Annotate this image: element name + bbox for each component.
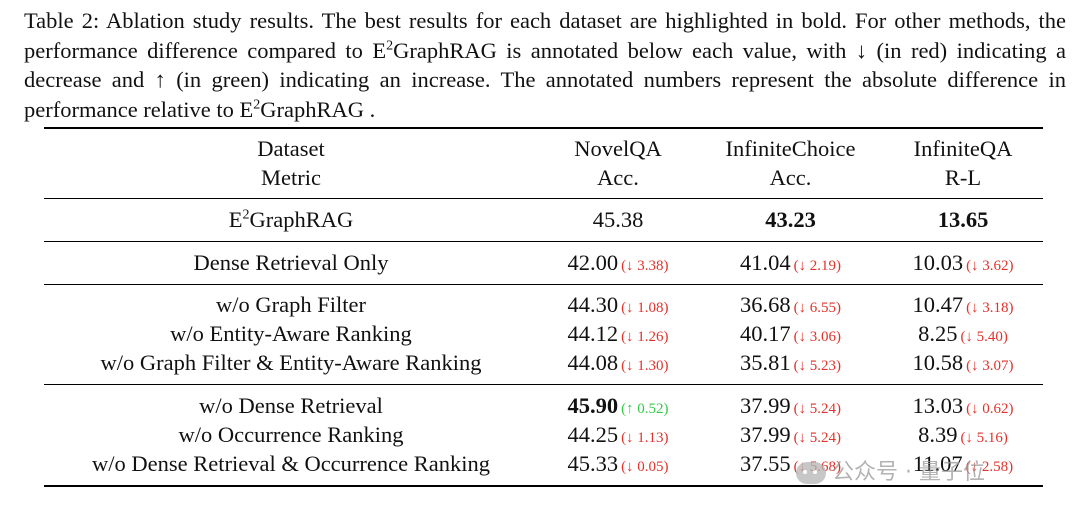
caption-text: Table 2: Ablation study results. The bes…	[24, 8, 1066, 63]
row-infiniteqa: 10.47 (↓ 3.18)	[912, 292, 1014, 317]
row-infiniteqa: 10.58 (↓ 3.07)	[912, 350, 1014, 375]
diff-annotation: (↓ 5.40)	[960, 329, 1008, 345]
row-infinitechoice: 37.99 (↓ 5.24)	[739, 422, 842, 447]
caption-text: GraphRAG .	[260, 96, 376, 122]
row-infiniteqa: 8.39 (↓ 5.16)	[918, 422, 1008, 447]
diff-annotation: (↓ 3.07)	[966, 358, 1014, 374]
row-novelqa: 44.12 (↓ 1.26)	[567, 321, 669, 346]
header-infiniteqa: InfiniteQA	[913, 136, 1013, 161]
diff-annotation: (↓ 3.38)	[621, 258, 669, 274]
row-label: w/o Dense Retrieval	[199, 393, 383, 418]
row-infiniteqa: 13.03 (↓ 0.62)	[912, 393, 1014, 418]
header-rule	[44, 198, 1043, 199]
table-bottom-rule	[44, 485, 1043, 487]
row-label: w/o Graph Filter	[216, 292, 366, 317]
row-infiniteqa: 11.07 (↓ 2.58)	[912, 451, 1014, 476]
watermark: 公众号 · 量子位	[796, 454, 985, 486]
diff-annotation: (↓ 1.26)	[621, 329, 669, 345]
row-label: w/o Entity-Aware Ranking	[170, 321, 412, 346]
row-infiniteqa: 8.25 (↓ 5.40)	[918, 321, 1008, 346]
header-metric: Metric	[261, 165, 321, 190]
group-rule	[44, 241, 1043, 242]
row-label: w/o Dense Retrieval & Occurrence Ranking	[92, 451, 490, 476]
row-novelqa: 42.00 (↓ 3.38)	[567, 250, 669, 275]
caption-text: GraphRAG is annotated below each value, …	[24, 37, 1066, 122]
baseline-infinitechoice: 43.23	[765, 207, 816, 232]
group-rule	[44, 384, 1043, 385]
row-novelqa: 44.30 (↓ 1.08)	[567, 292, 669, 317]
group-rule	[44, 284, 1043, 285]
baseline-label: E2GraphRAG	[228, 207, 354, 232]
row-novelqa: 44.08 (↓ 1.30)	[567, 350, 669, 375]
diff-annotation: (↓ 2.58)	[965, 459, 1014, 475]
diff-annotation: (↑ 0.52)	[621, 401, 669, 417]
row-novelqa: 45.90 (↑ 0.52)	[567, 393, 669, 418]
diff-annotation: (↓ 3.18)	[966, 300, 1014, 316]
caption-superscript: 2	[386, 38, 394, 53]
diff-annotation: (↓ 0.05)	[621, 459, 669, 475]
header-metric-novelqa: Acc.	[597, 165, 639, 190]
diff-annotation: (↓ 5.24)	[793, 430, 842, 446]
diff-annotation: (↓ 0.62)	[966, 401, 1014, 417]
diff-annotation: (↓ 3.06)	[793, 329, 842, 345]
diff-annotation: (↓ 2.19)	[793, 258, 842, 274]
caption-superscript: 2	[253, 97, 261, 112]
table-caption: Table 2: Ablation study results. The bes…	[24, 6, 1066, 124]
wechat-icon	[796, 462, 826, 484]
row-infinitechoice: 40.17 (↓ 3.06)	[739, 321, 842, 346]
baseline-infiniteqa: 13.65	[937, 207, 989, 232]
watermark-text: 公众号 · 量子位	[832, 460, 985, 485]
row-infinitechoice: 37.99 (↓ 5.24)	[739, 393, 842, 418]
row-infinitechoice: 41.04 (↓ 2.19)	[739, 250, 842, 275]
diff-annotation: (↓ 1.08)	[621, 300, 669, 316]
row-infinitechoice: 35.81 (↓ 5.23)	[739, 350, 842, 375]
row-infinitechoice: 36.68 (↓ 6.55)	[739, 292, 842, 317]
diff-annotation: (↓ 5.16)	[960, 430, 1008, 446]
row-label: Dense Retrieval Only	[193, 250, 389, 275]
diff-annotation: (↓ 6.55)	[793, 300, 842, 316]
diff-annotation: (↓ 3.62)	[966, 258, 1014, 274]
row-novelqa: 45.33 (↓ 0.05)	[567, 451, 669, 476]
row-label: w/o Graph Filter & Entity-Aware Ranking	[100, 350, 482, 375]
header-novelqa: NovelQA	[574, 136, 662, 161]
diff-annotation: (↓ 5.23)	[793, 358, 842, 374]
table-top-rule	[44, 127, 1043, 129]
header-metric-infiniteqa: R-L	[944, 165, 982, 190]
header-metric-infinitechoice: Acc.	[769, 165, 812, 190]
diff-annotation: (↓ 1.13)	[621, 430, 669, 446]
diff-annotation: (↓ 1.30)	[621, 358, 669, 374]
row-label: w/o Occurrence Ranking	[178, 422, 404, 447]
baseline-novelqa: 45.38	[592, 207, 644, 232]
diff-annotation: (↓ 5.24)	[793, 401, 842, 417]
row-infiniteqa: 10.03 (↓ 3.62)	[912, 250, 1014, 275]
header-infinitechoice: InfiniteChoice	[725, 136, 856, 161]
row-novelqa: 44.25 (↓ 1.13)	[567, 422, 669, 447]
header-dataset: Dataset	[257, 136, 325, 161]
